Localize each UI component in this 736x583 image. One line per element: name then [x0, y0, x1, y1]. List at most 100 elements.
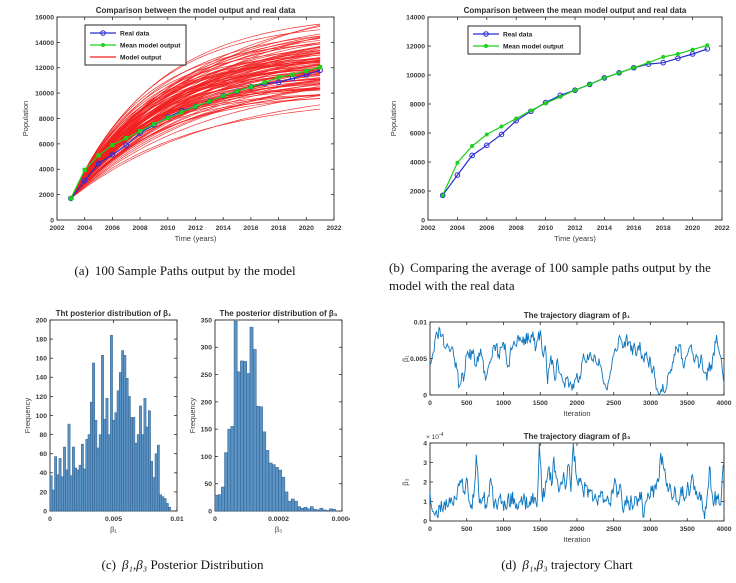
svg-text:50: 50 — [204, 481, 212, 488]
svg-text:16000: 16000 — [35, 14, 54, 21]
svg-text:250: 250 — [201, 372, 213, 379]
caption-d-math: β₁,β₃ — [522, 557, 548, 572]
caption-c-label: (c) — [101, 557, 116, 572]
svg-text:β₁: β₁ — [110, 525, 117, 534]
svg-text:2010: 2010 — [538, 225, 553, 232]
svg-text:0: 0 — [428, 400, 432, 407]
svg-text:2020: 2020 — [299, 225, 314, 232]
svg-text:80: 80 — [39, 432, 47, 439]
svg-text:100: 100 — [36, 413, 48, 420]
caption-c-math: β₁,β₃ — [121, 557, 148, 572]
svg-text:10000: 10000 — [35, 91, 54, 98]
svg-text:3500: 3500 — [680, 400, 695, 407]
svg-text:Comparison between the model o: Comparison between the model output and … — [96, 6, 296, 15]
svg-text:The trajectory diagram of β₃: The trajectory diagram of β₃ — [524, 432, 631, 441]
svg-text:0: 0 — [428, 526, 432, 533]
caption-d: (d) β₁,β₃ trajectory Chart — [402, 556, 732, 574]
svg-text:2002: 2002 — [49, 225, 64, 232]
svg-text:0: 0 — [50, 217, 54, 224]
svg-text:150: 150 — [201, 427, 213, 434]
svg-text:0: 0 — [423, 392, 427, 399]
svg-text:2012: 2012 — [567, 225, 582, 232]
svg-text:0.01: 0.01 — [414, 319, 427, 326]
svg-text:4000: 4000 — [39, 167, 54, 174]
svg-text:2004: 2004 — [450, 225, 465, 232]
svg-text:β₃: β₃ — [401, 478, 410, 485]
trajectory-beta3: 0 500 1000 1500 2000 2500 3000 3500 4000 0 1 2 3 4 The… — [401, 432, 732, 544]
svg-text:Population: Population — [21, 101, 30, 136]
svg-text:Frequency: Frequency — [23, 398, 32, 434]
svg-text:The posterior distribution of: The posterior distribution of β₃ — [220, 309, 338, 318]
svg-text:2018: 2018 — [271, 225, 286, 232]
svg-text:2500: 2500 — [606, 526, 621, 533]
svg-text:2500: 2500 — [606, 400, 621, 407]
caption-a-text: 100 Sample Paths output by the model — [94, 263, 296, 278]
svg-text:2022: 2022 — [714, 225, 729, 232]
svg-text:2008: 2008 — [133, 225, 148, 232]
svg-text:Iteration: Iteration — [563, 535, 590, 544]
svg-text:100: 100 — [201, 454, 213, 461]
svg-text:3: 3 — [423, 460, 427, 467]
svg-text:200: 200 — [201, 399, 213, 406]
svg-text:0.01: 0.01 — [170, 516, 183, 523]
svg-text:0: 0 — [208, 508, 212, 515]
svg-text:2022: 2022 — [326, 225, 341, 232]
svg-text:× 10-4: × 10-4 — [426, 432, 444, 441]
svg-text:Frequency: Frequency — [188, 398, 197, 434]
caption-c-text: Posterior Distribution — [147, 557, 264, 572]
svg-text:14000: 14000 — [406, 14, 425, 21]
svg-text:1000: 1000 — [496, 400, 511, 407]
caption-b-label: (b) — [389, 260, 405, 275]
svg-text:0: 0 — [423, 518, 427, 525]
svg-text:4000: 4000 — [716, 400, 731, 407]
svg-text:Comparison between the mean mo: Comparison between the mean model output… — [464, 6, 687, 15]
svg-text:Tht posterior distribution of: Tht posterior distribution of β₁ — [56, 309, 172, 318]
svg-text:0: 0 — [43, 508, 47, 515]
svg-text:3000: 3000 — [643, 400, 658, 407]
svg-text:1: 1 — [423, 499, 427, 506]
svg-text:2014: 2014 — [216, 225, 231, 232]
svg-text:Time (years): Time (years) — [554, 234, 596, 243]
svg-text:60: 60 — [39, 451, 47, 458]
svg-text:40: 40 — [39, 470, 47, 477]
svg-text:2000: 2000 — [39, 192, 54, 199]
svg-text:1500: 1500 — [533, 526, 548, 533]
svg-text:2006: 2006 — [479, 225, 494, 232]
svg-text:2018: 2018 — [656, 225, 671, 232]
line-chart-sample-paths: 2002 2004 2006 2008 2010 2012 2014 2016 2018 2020… — [21, 6, 342, 243]
svg-text:The trajectory diagram of β₁: The trajectory diagram of β₁ — [524, 311, 631, 320]
svg-text:180: 180 — [36, 337, 48, 344]
chart-a-container: 2002 2004 2006 2008 2010 2012 2014 2016 2018 2020… — [20, 4, 342, 257]
svg-text:0: 0 — [213, 516, 217, 523]
svg-text:Mean model output: Mean model output — [503, 43, 564, 50]
svg-text:6000: 6000 — [410, 130, 425, 137]
svg-text:2006: 2006 — [105, 225, 120, 232]
svg-text:3500: 3500 — [680, 526, 695, 533]
svg-text:12000: 12000 — [35, 65, 54, 72]
svg-text:Time (years): Time (years) — [175, 234, 217, 243]
svg-text:0.005: 0.005 — [410, 356, 427, 363]
chart-c1-container: 0 0.005 0.01 0 20 40 60 80 100 120 140 160 180 200 Tht… — [22, 306, 185, 549]
svg-text:20: 20 — [39, 489, 47, 496]
svg-text:1000: 1000 — [496, 526, 511, 533]
svg-text:Real data: Real data — [120, 30, 150, 37]
svg-text:350: 350 — [201, 317, 213, 324]
svg-text:0.005: 0.005 — [105, 516, 122, 523]
svg-text:500: 500 — [461, 526, 473, 533]
histogram-beta1: 0 0.005 0.01 0 20 40 60 80 100 120 140 160 180 200 Tht… — [23, 309, 184, 534]
svg-text:2002: 2002 — [420, 225, 435, 232]
svg-text:Mean model output: Mean model output — [120, 42, 181, 49]
svg-text:β₁: β₁ — [401, 355, 410, 362]
svg-text:4: 4 — [423, 440, 427, 447]
caption-a: (a) 100 Sample Paths output by the model — [24, 262, 346, 280]
svg-text:Model output: Model output — [120, 54, 162, 61]
svg-text:4000: 4000 — [410, 159, 425, 166]
svg-text:300: 300 — [201, 345, 213, 352]
caption-d-text: trajectory Chart — [547, 557, 633, 572]
svg-text:Population: Population — [389, 101, 398, 136]
svg-text:1500: 1500 — [533, 400, 548, 407]
svg-text:2010: 2010 — [160, 225, 175, 232]
svg-text:12000: 12000 — [406, 43, 425, 50]
